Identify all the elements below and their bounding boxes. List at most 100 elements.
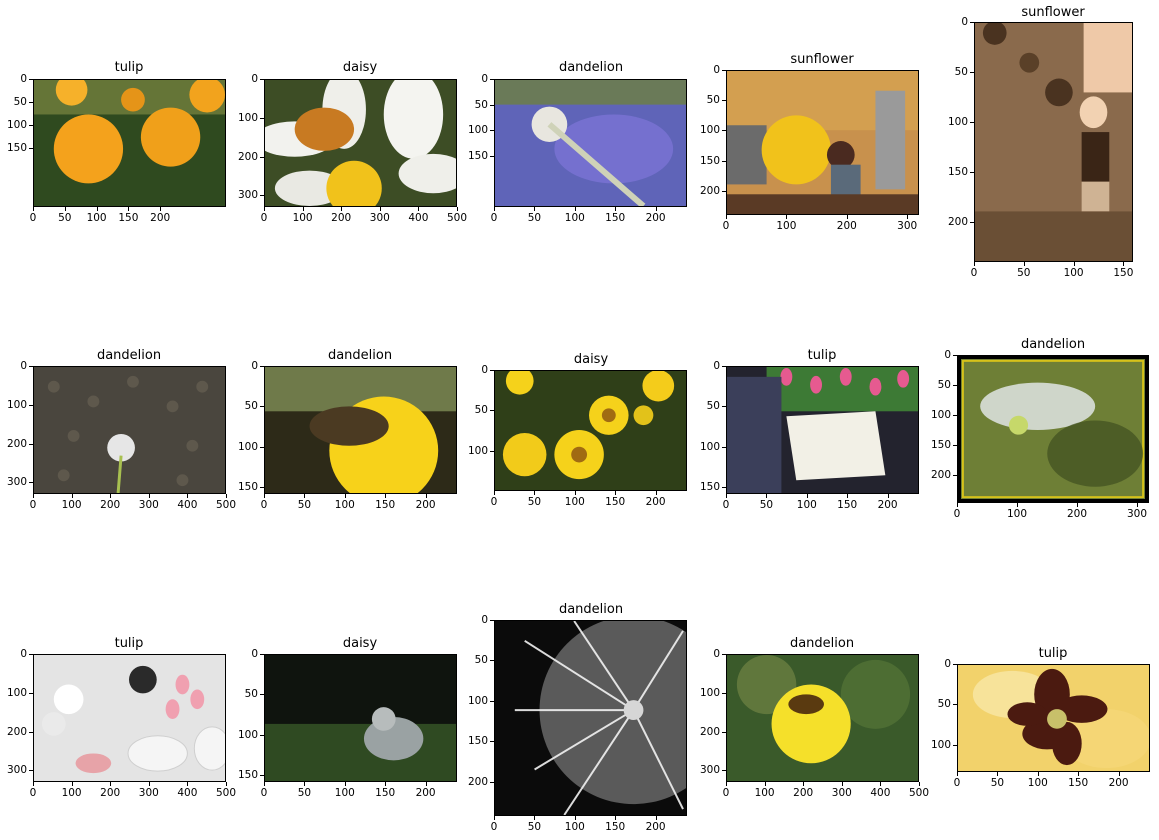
x-tick-label: 0 [953,508,961,520]
y-tick [29,148,33,149]
y-tick-label: 150 [237,769,258,782]
y-tick-label: 100 [699,440,720,453]
y-tick [722,100,726,102]
y-tick [722,406,726,408]
x-tick-label: 50 [58,212,72,224]
y-tick-label: 0 [713,64,720,76]
x-tick [764,782,766,786]
x-tick-label: 150 [605,821,626,833]
x-tick [110,782,112,786]
y-tick-label: 100 [467,444,488,457]
x-tick [847,494,849,498]
x-tick [615,207,617,211]
x-tick-label: 100 [61,499,82,511]
x-tick [160,207,162,211]
y-tick [29,366,33,367]
x-tick [457,207,458,211]
flower-image [264,366,457,494]
x-tick [128,207,130,211]
x-tick [302,207,304,211]
x-tick [494,816,495,820]
y-tick-label: 150 [237,481,258,494]
y-tick [722,366,726,367]
x-tick [1118,772,1120,776]
x-tick-label: 150 [375,787,396,799]
x-tick-label: 0 [970,267,978,279]
flower-image [33,366,226,494]
y-tick-label: 150 [699,154,720,167]
y-tick [722,160,726,162]
x-tick-label: 50 [1017,267,1031,279]
x-tick [1073,262,1075,266]
y-tick [490,450,494,452]
y-tick-label: 0 [481,73,488,85]
y-tick [29,482,33,484]
subplot-title: dandelion [558,60,624,75]
x-tick [494,207,495,211]
x-tick-label: 50 [990,777,1005,789]
x-tick [1137,503,1138,507]
x-tick [1023,262,1025,266]
y-tick-label: 100 [6,398,27,411]
subplot-title: sunflower [790,52,854,67]
y-tick-label: 150 [6,142,27,154]
x-tick-label: 0 [490,821,498,833]
x-tick-label: 500 [446,212,468,224]
x-tick-label: 200 [415,499,436,511]
flower-image [726,654,919,782]
y-tick [260,654,264,655]
x-tick-label: 150 [1068,777,1089,789]
flower-image [494,370,687,491]
x-tick [574,207,576,211]
x-tick [385,494,387,498]
y-tick-label: 0 [20,648,27,660]
x-tick [615,816,617,820]
x-tick-label: 200 [331,212,352,224]
x-tick [534,816,536,820]
x-tick [33,207,34,211]
subplot-title: daisy [342,636,378,651]
y-tick-label: 200 [237,150,258,163]
y-tick-label: 0 [251,360,258,372]
x-tick-label: 500 [908,787,930,799]
y-tick-label: 200 [930,469,951,481]
x-tick [803,782,805,786]
x-tick [534,207,536,211]
x-tick-label: 150 [605,212,626,224]
y-tick [260,446,264,448]
y-tick [490,660,494,662]
x-tick [726,782,727,786]
y-tick [260,775,264,777]
x-tick-label: 100 [334,787,355,799]
y-tick [260,156,264,158]
y-tick-label: 50 [937,379,951,391]
y-tick [953,664,957,665]
flower-image [957,355,1149,503]
y-tick-label: 300 [237,189,258,202]
y-tick-label: 50 [244,400,258,413]
x-tick-label: 0 [953,777,961,789]
y-tick [722,487,726,489]
x-tick [974,262,975,266]
x-tick [957,772,958,776]
x-tick-label: 150 [605,496,626,508]
flower-image [974,22,1133,262]
x-tick-label: 0 [490,496,498,508]
subplot-title: tulip [114,60,144,75]
x-tick-label: 0 [29,499,37,511]
x-tick [418,207,420,211]
x-tick-label: 100 [564,821,585,833]
x-tick-label: 200 [645,821,666,833]
y-tick [29,731,33,733]
y-tick [490,79,494,80]
x-tick-label: 0 [260,787,268,799]
y-tick-label: 100 [699,686,720,699]
x-tick-label: 50 [759,499,774,511]
y-tick [29,770,33,772]
y-tick-label: 0 [944,658,951,670]
y-tick-label: 0 [713,360,720,372]
x-tick [887,494,889,498]
x-tick-label: 150 [1113,267,1134,279]
x-tick [379,207,381,211]
y-tick [260,117,264,119]
